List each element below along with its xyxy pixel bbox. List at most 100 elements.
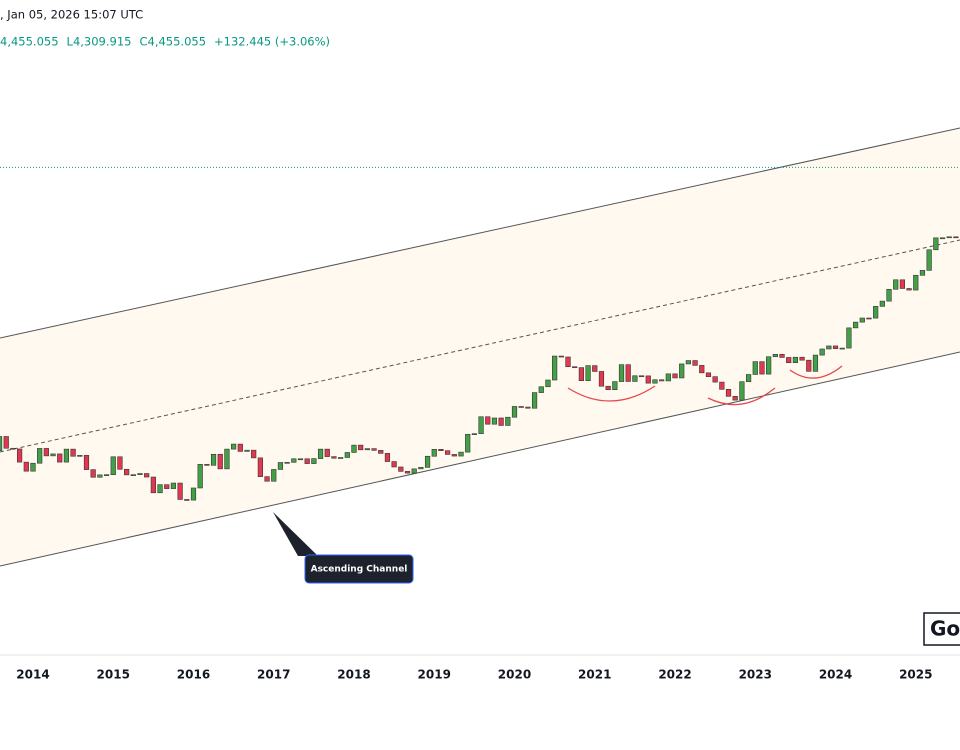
candle-body — [518, 406, 524, 408]
candle-body — [498, 417, 504, 426]
candle-body — [90, 469, 96, 478]
candle-body — [812, 354, 819, 372]
candle-body — [859, 317, 865, 323]
x-tick-label: 2015 — [97, 668, 130, 682]
candle-body — [899, 279, 906, 289]
candle-body — [485, 416, 491, 425]
channel-fill — [0, 128, 960, 566]
candle-body — [251, 449, 257, 459]
candle-body — [103, 474, 110, 476]
candle-body — [3, 436, 9, 449]
candle-body — [150, 476, 156, 494]
candle-body — [879, 300, 885, 307]
arc — [789, 365, 843, 379]
candle-body — [939, 237, 946, 240]
candle-body — [745, 374, 752, 383]
candle-body — [23, 461, 29, 472]
candle-body — [311, 458, 317, 464]
candle-body — [177, 482, 183, 500]
quotes: 4,455.055 L4,309.915 C4,455.055 +132.445 (+… — [0, 35, 330, 49]
candle-body — [612, 381, 618, 391]
candle-body — [806, 359, 812, 372]
x-tick-label: 2025 — [899, 668, 932, 682]
candle-body — [30, 462, 36, 472]
candle-body — [277, 462, 284, 470]
candle-body — [665, 373, 671, 382]
x-tick-label: 2023 — [739, 668, 772, 682]
candle-body — [478, 416, 484, 434]
quote: +132.445 (+3.06%) — [214, 35, 330, 49]
candle-body — [170, 482, 177, 489]
candle-body — [491, 417, 498, 425]
candle-body — [204, 464, 210, 466]
candle-body — [297, 458, 304, 461]
candle-body — [625, 364, 631, 382]
x-tick-label: 2020 — [498, 668, 531, 682]
candle-body — [866, 317, 872, 320]
candle-body — [50, 453, 56, 457]
candle-body — [692, 360, 698, 366]
candle-body — [525, 406, 531, 409]
candle-body — [398, 466, 404, 472]
candle-body — [598, 371, 605, 387]
candle-body — [792, 356, 798, 364]
candle-body — [685, 360, 691, 365]
candle-body — [766, 356, 772, 375]
logo-box — [923, 612, 960, 646]
candle-body — [57, 453, 63, 463]
candle-body — [164, 484, 170, 489]
channel-lower — [0, 351, 960, 567]
callout-pointer — [273, 512, 318, 556]
candle-body — [832, 345, 839, 349]
candle-body — [130, 474, 136, 476]
candle-body — [659, 379, 665, 382]
candle-body — [565, 356, 571, 368]
quote: 4,455.055 — [0, 35, 59, 49]
candle-body — [873, 306, 879, 319]
candle-body — [712, 376, 718, 383]
candle-body — [37, 448, 43, 464]
candle-body — [184, 499, 190, 501]
candle-body — [97, 474, 103, 478]
candle-body — [224, 448, 230, 470]
candle-body — [826, 345, 832, 350]
channel-upper — [0, 127, 960, 339]
candle-body — [739, 381, 745, 401]
candle-body — [77, 455, 83, 457]
candle-body — [531, 392, 538, 409]
candles — [0, 236, 959, 501]
candle-body — [786, 357, 792, 364]
candle-body — [719, 381, 725, 390]
candle-body — [351, 444, 357, 453]
candle-body — [344, 452, 350, 458]
x-tick-label: 2014 — [16, 668, 49, 682]
candle-body — [17, 448, 23, 463]
candle-body — [725, 389, 732, 397]
candle-body — [338, 457, 344, 459]
candle-body — [438, 448, 444, 452]
candle-body — [645, 375, 651, 384]
logo: Go — [930, 617, 960, 641]
channel-mid — [0, 239, 960, 453]
candle-body — [511, 406, 518, 418]
candle-body — [538, 386, 544, 393]
candle-body — [652, 379, 658, 384]
candle-body — [70, 448, 76, 457]
candle-body — [257, 457, 263, 477]
candle-body — [465, 434, 471, 453]
candle-body — [244, 449, 250, 452]
candle-body — [284, 461, 290, 464]
candle-body — [445, 450, 451, 455]
candle-body — [471, 433, 477, 435]
candle-body — [418, 467, 424, 470]
arc — [567, 385, 656, 402]
arc — [707, 387, 776, 406]
candle-body — [157, 484, 163, 494]
annotation: Ascending Channel — [311, 565, 408, 575]
candle-body — [545, 379, 551, 388]
candle-body — [772, 353, 778, 358]
timestamp: , Jan 05, 2026 15:07 UTC — [0, 8, 143, 22]
candle-body — [886, 288, 892, 302]
